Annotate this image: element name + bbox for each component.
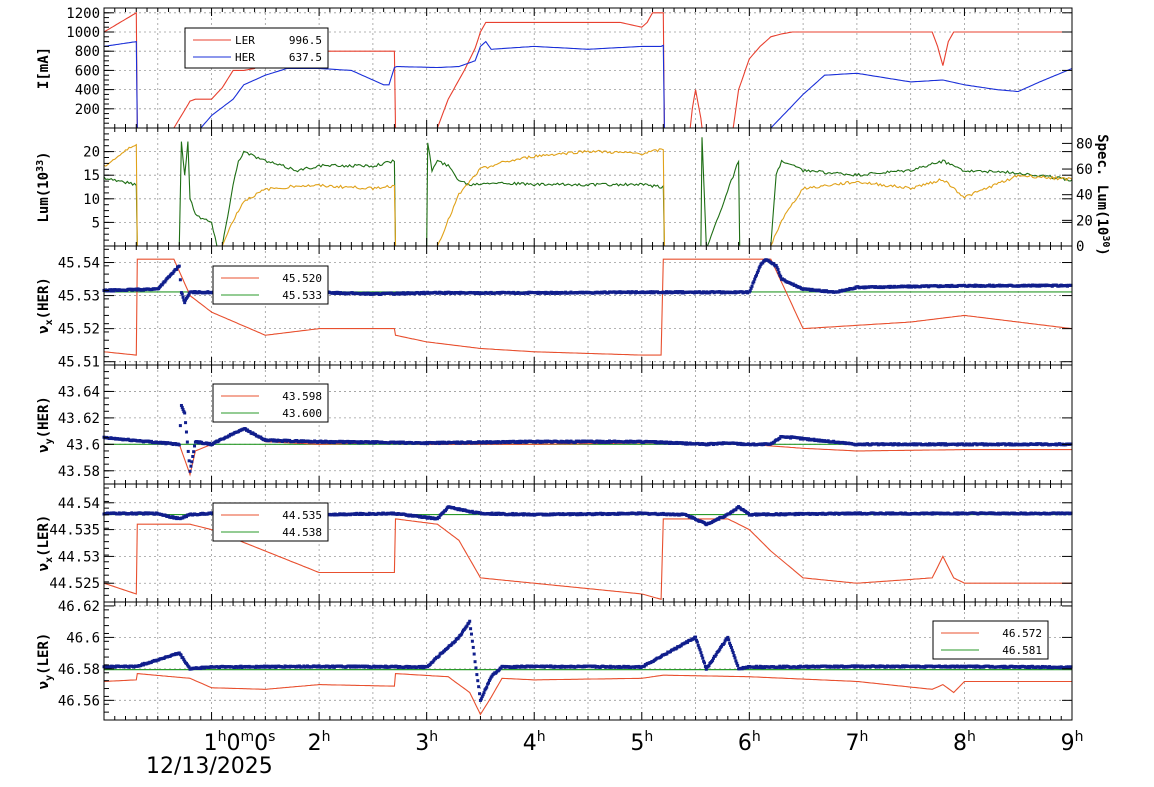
data-point xyxy=(474,660,477,663)
data-point xyxy=(727,638,730,641)
data-point xyxy=(478,692,481,695)
series-markers xyxy=(103,620,1073,702)
data-point xyxy=(468,620,471,623)
data-point xyxy=(185,431,188,434)
data-point xyxy=(178,265,181,268)
data-point xyxy=(183,301,186,304)
data-point xyxy=(694,636,697,639)
data-point xyxy=(183,411,186,414)
data-point xyxy=(193,444,196,447)
data-point xyxy=(188,459,191,462)
data-point xyxy=(696,641,699,644)
data-point xyxy=(179,278,182,281)
data-point xyxy=(181,293,184,296)
data-point xyxy=(471,640,474,643)
data-point xyxy=(475,673,478,676)
data-point xyxy=(485,686,488,689)
data-point xyxy=(472,646,475,649)
data-point xyxy=(699,648,702,651)
data-point xyxy=(470,633,473,636)
data-point xyxy=(777,268,780,271)
data-point xyxy=(192,450,195,453)
data-point xyxy=(184,421,187,424)
data-point xyxy=(189,470,192,473)
data-point xyxy=(477,685,480,688)
data-point xyxy=(732,651,735,654)
data-point xyxy=(777,271,780,274)
data-point xyxy=(730,646,733,649)
data-point xyxy=(736,664,739,667)
data-point xyxy=(191,455,194,458)
data-point xyxy=(733,656,736,659)
data-point xyxy=(189,465,192,468)
data-point xyxy=(757,269,760,272)
data-point xyxy=(190,460,193,463)
data-point xyxy=(701,657,704,660)
data-point xyxy=(483,691,486,694)
data-point xyxy=(473,653,476,656)
data-point xyxy=(476,679,479,682)
data-point xyxy=(178,443,181,446)
data-point xyxy=(700,654,703,657)
data-point xyxy=(186,441,189,444)
data-point xyxy=(703,662,706,665)
data-point xyxy=(182,296,185,299)
data-point xyxy=(751,285,754,288)
data-point xyxy=(474,666,477,669)
data-point xyxy=(469,627,472,630)
data-point xyxy=(187,450,190,453)
data-point xyxy=(179,424,182,427)
data-point xyxy=(752,280,755,283)
data-point xyxy=(699,651,702,654)
